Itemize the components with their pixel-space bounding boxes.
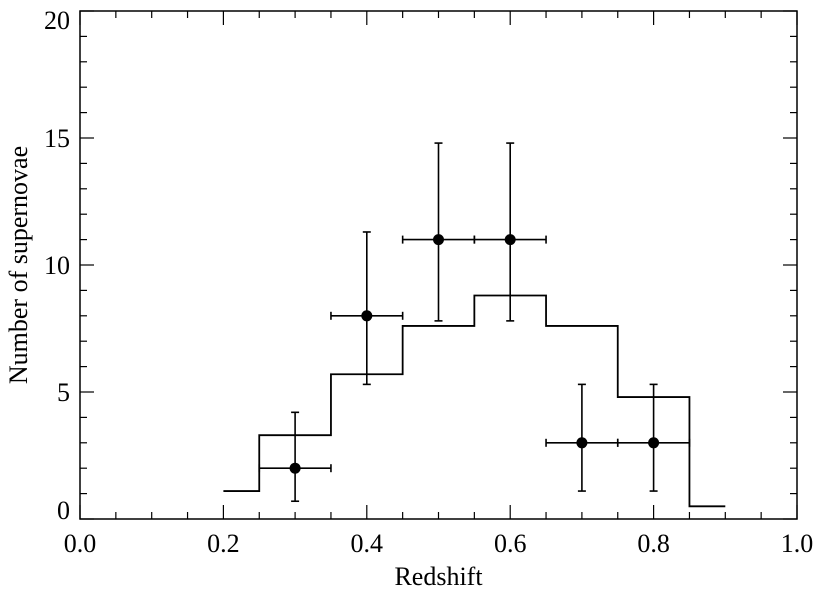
data-point-group [616,383,691,492]
x-tick-label: 1.0 [781,529,814,558]
x-tick-label: 0.4 [351,529,384,558]
data-point [576,437,588,449]
data-point [648,437,660,449]
data-point [361,310,373,322]
y-tick-label: 0 [57,496,70,525]
y-tick-label: 10 [44,251,70,280]
data-points-series [258,142,691,503]
histogram-step-line [223,294,726,508]
x-tick-label: 0.0 [64,529,97,558]
data-point [433,234,444,246]
y-axis-label: Number of supernovae [4,146,33,384]
data-point-group [473,142,547,322]
y-tick-label: 15 [44,124,70,153]
axis-ticks [79,10,798,520]
histogram-series [223,294,726,508]
x-tick-label: 0.2 [207,529,240,558]
x-tick-label: 0.8 [637,529,670,558]
data-point [504,234,516,246]
data-point-group [545,383,619,492]
y-tick-label: 5 [57,378,70,407]
x-axis-label: Redshift [394,562,483,591]
tick-labels: 0.0 0.2 0.4 0.6 0.8 1.0 0 5 10 15 20 [44,6,813,558]
y-tick-label: 20 [44,6,70,35]
data-point-group [258,411,332,503]
x-tick-label: 0.6 [494,529,527,558]
data-point-group [401,142,476,322]
data-point [289,462,301,474]
data-point-group [330,231,404,386]
